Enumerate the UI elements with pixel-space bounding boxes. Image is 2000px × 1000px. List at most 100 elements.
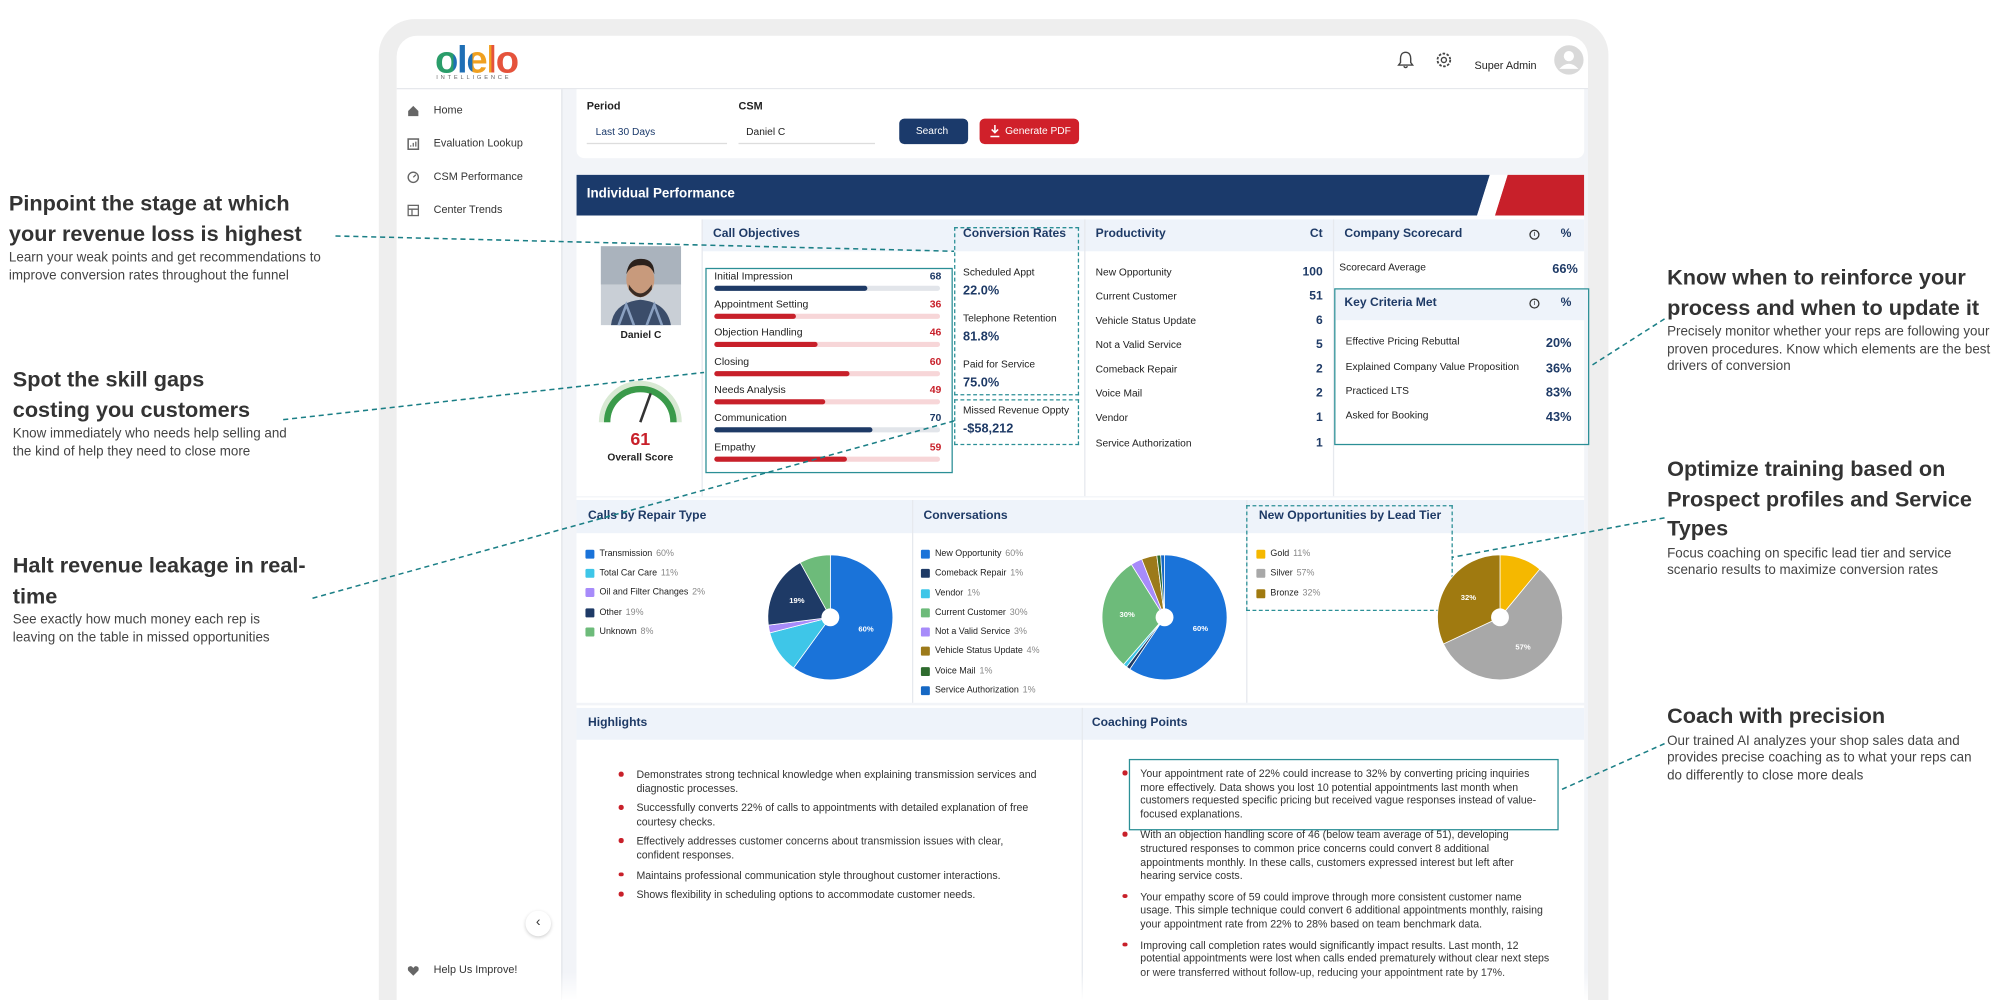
search-button[interactable] <box>899 118 969 145</box>
performance-banner <box>576 174 1585 216</box>
avatar[interactable] <box>1554 45 1585 76</box>
annotation-title: Know when to reinforce your process and … <box>1667 265 1980 320</box>
info-icon[interactable]: i <box>1529 298 1540 309</box>
legend-label: Bronze <box>1270 589 1299 599</box>
bullet-text: Your appointment rate of 22% could incre… <box>1140 766 1537 820</box>
legend-value: 3% <box>1014 627 1027 637</box>
count-label: Vehicle Status Update <box>1095 314 1197 327</box>
csm-select[interactable] <box>738 121 875 145</box>
legend-value: 1% <box>1022 686 1036 696</box>
period-select[interactable] <box>586 121 728 145</box>
score-value: 66% <box>1552 262 1578 277</box>
pie-chart: 60% 30% <box>1101 554 1228 681</box>
header-bar <box>396 88 1589 90</box>
key-criteria-box <box>1334 288 1590 446</box>
objective-bar <box>714 341 819 347</box>
annotation-text: Learn your weak points and get recommend… <box>8 249 321 283</box>
annotation: Spot the skill gaps costing you customer… <box>13 365 287 461</box>
legend-label: Other <box>599 608 622 618</box>
pie-hole <box>1491 608 1509 627</box>
slice-label: 60% <box>1193 624 1208 633</box>
objective-track <box>714 341 941 347</box>
legend-label: New Opportunity <box>934 549 1002 559</box>
filter-value[interactable]: Last 30 Days <box>595 126 656 138</box>
annotation: Halt revenue leakage in real-time See exa… <box>13 551 325 647</box>
performance-icon[interactable] <box>407 171 420 184</box>
search-label[interactable]: Search <box>915 124 949 137</box>
legend-swatch <box>920 667 930 677</box>
criteria-value: 20% <box>1545 336 1572 351</box>
objective-label: Initial Impression <box>714 269 793 282</box>
legend-value: 57% <box>1296 568 1315 578</box>
conversion-box <box>954 227 1080 396</box>
menu-item[interactable]: CSM Performance <box>433 170 523 183</box>
objective-value: 59 <box>929 440 942 453</box>
pdf-label[interactable]: Generate PDF <box>1005 124 1071 137</box>
count-value: 1 <box>1315 410 1323 425</box>
legend-item: Total Car Care 11% <box>599 568 678 579</box>
rate-label: Paid for Service <box>963 358 1036 370</box>
pie-hole <box>821 608 840 627</box>
slice-label: 32% <box>1461 593 1476 602</box>
objective-value: 68 <box>929 269 942 282</box>
bullet <box>618 771 624 777</box>
menu-item[interactable]: Home <box>433 103 463 117</box>
bullet <box>618 838 624 843</box>
help-link[interactable]: Help Us Improve! <box>433 963 518 977</box>
menu-item[interactable]: Evaluation Lookup <box>433 137 523 150</box>
coaching-highlight-box <box>1128 758 1559 831</box>
bullet-item: Shows flexibility in scheduling options … <box>618 888 1047 902</box>
annotation-title: Halt revenue leakage in real-time <box>12 553 306 608</box>
bullet-text: Demonstrates strong technical knowledge … <box>636 767 1037 795</box>
bottom-fade <box>561 971 1589 1000</box>
bell-icon[interactable] <box>1395 50 1415 70</box>
bullet-item: Maintains professional communication sty… <box>618 868 1047 882</box>
user-name[interactable]: Super Admin <box>1474 59 1537 73</box>
criteria-value: 43% <box>1545 410 1572 425</box>
missed-value: -$58,212 <box>963 421 1014 436</box>
menu-item[interactable]: Center Trends <box>433 203 503 217</box>
collapse-button[interactable]: ‹ <box>525 910 552 937</box>
legend-swatch <box>920 646 930 656</box>
pie-slice <box>1129 554 1228 681</box>
legend-swatch <box>920 627 930 637</box>
legend-item: Service Authorization 1% <box>935 685 1036 696</box>
legend-label: Oil and Filter Changes <box>599 588 689 597</box>
legend-value: 1% <box>967 589 980 599</box>
pie-chart: 57% 32% <box>1437 554 1563 681</box>
objective-bar <box>714 371 850 377</box>
legend-label: Comeback Repair <box>934 568 1007 578</box>
count-label: Vendor <box>1095 411 1129 424</box>
section-title: Highlights <box>588 715 648 730</box>
legend-item: Transmission 60% <box>599 548 673 559</box>
filter-label: CSM <box>738 100 763 113</box>
rate-value: 81.8% <box>963 329 1000 344</box>
count-label: Service Authorization <box>1095 437 1192 449</box>
home-icon[interactable] <box>407 105 420 118</box>
objective-label: Needs Analysis <box>714 383 786 395</box>
annotation: Pinpoint the stage at which your revenue… <box>9 189 338 285</box>
rate-value: 22.0% <box>963 283 1000 298</box>
legend-label: Unknown <box>599 627 637 637</box>
lookup-icon[interactable] <box>407 138 420 151</box>
legend-value: 60% <box>1005 549 1024 559</box>
select-caret <box>714 126 719 137</box>
count-value: 1 <box>1315 435 1323 451</box>
objective-track <box>714 399 941 405</box>
settings-icon[interactable] <box>1434 50 1454 70</box>
legend-item: Gold 11% <box>1270 548 1310 559</box>
trends-icon[interactable] <box>407 204 420 217</box>
legend-item: Bronze 32% <box>1270 588 1320 599</box>
annotation-text: Our trained AI analyzes your shop sales … <box>1667 732 1972 783</box>
legend-label: Voice Mail <box>934 667 976 677</box>
logo: olelo <box>435 35 519 85</box>
bullet <box>618 891 624 897</box>
filter-value[interactable]: Daniel C <box>746 126 786 138</box>
legend-item: Vendor 1% <box>935 588 980 599</box>
criteria-label: Explained Company Value Proposition <box>1345 360 1520 373</box>
chart-title: Calls by Repair Type <box>588 508 707 523</box>
info-icon[interactable]: i <box>1529 229 1540 240</box>
annotation-text: Know immediately who needs help selling … <box>12 426 287 459</box>
